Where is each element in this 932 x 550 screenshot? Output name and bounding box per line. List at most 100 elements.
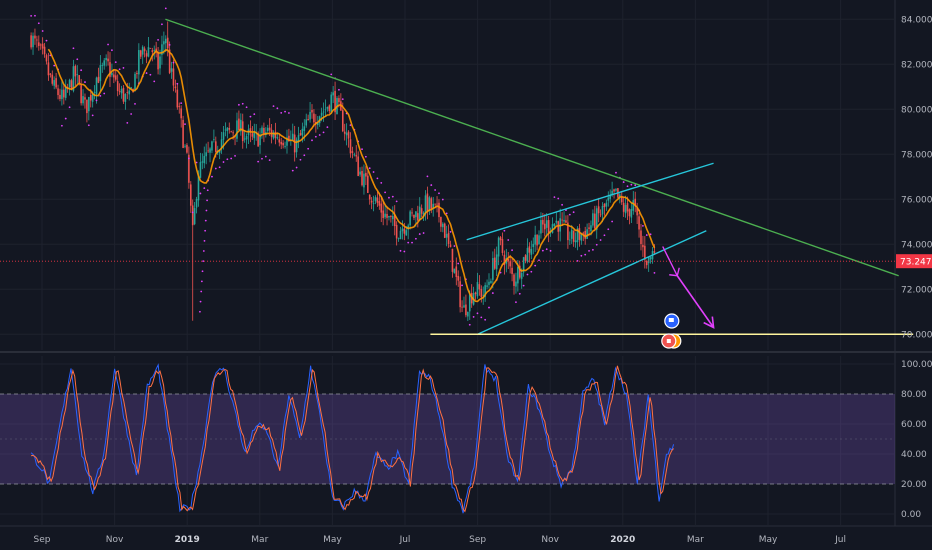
sar-dot xyxy=(68,106,71,109)
candle-body xyxy=(386,213,388,218)
sar-dot xyxy=(164,7,167,10)
sar-dot xyxy=(403,250,406,253)
candle-body xyxy=(397,238,400,240)
candle-body xyxy=(334,90,336,113)
candle-body xyxy=(76,74,79,75)
candle-body xyxy=(109,62,111,77)
sar-dot xyxy=(422,232,425,234)
candle-body xyxy=(553,223,556,226)
candle-body xyxy=(64,86,67,98)
candle-body xyxy=(588,227,590,229)
candle-body xyxy=(207,150,209,152)
sar-dot xyxy=(553,196,556,198)
candle-body xyxy=(507,258,510,262)
sar-dot xyxy=(399,249,402,252)
sar-dot xyxy=(576,259,579,262)
oscillator-tick-label: 60.00 xyxy=(901,420,927,430)
candle-body xyxy=(569,239,571,241)
candle-body xyxy=(253,132,256,139)
candle-body xyxy=(326,106,329,109)
candle-body xyxy=(540,220,542,234)
arrow-head[interactable] xyxy=(669,267,680,277)
sar-dot xyxy=(268,159,271,162)
candle-body xyxy=(82,96,84,104)
time-tick-label: May xyxy=(759,535,778,545)
candle-body xyxy=(39,44,42,46)
moving-average-line xyxy=(47,48,656,303)
sar-dot xyxy=(445,212,448,215)
candle-body xyxy=(330,94,333,113)
candle-body xyxy=(324,109,327,111)
sar-dot xyxy=(561,203,564,206)
candle-body xyxy=(93,92,96,93)
arrow-shaft[interactable] xyxy=(676,275,715,328)
sar-dot xyxy=(202,260,205,263)
candle-body xyxy=(493,257,496,269)
candle-body xyxy=(476,282,479,297)
candle-body xyxy=(653,251,656,253)
sar-dot xyxy=(203,239,206,242)
candle-body xyxy=(139,50,142,57)
candle-body xyxy=(424,195,427,215)
candle-body xyxy=(197,176,200,201)
candle-body xyxy=(151,50,154,52)
candle-body xyxy=(638,216,640,230)
trendline[interactable] xyxy=(165,18,899,277)
candle-body xyxy=(407,225,409,230)
candle-body xyxy=(303,126,306,131)
sar-dot xyxy=(204,219,207,222)
candle-body xyxy=(195,199,198,208)
candle-body xyxy=(409,211,411,226)
sar-dot xyxy=(388,196,390,199)
sar-dot xyxy=(206,199,208,202)
candle-body xyxy=(95,77,98,95)
sar-dot xyxy=(615,171,617,174)
sar-dot xyxy=(214,167,217,170)
candle-body xyxy=(249,128,252,133)
sar-dot xyxy=(161,23,163,26)
candle-body xyxy=(172,68,175,86)
price-tick-label: 72.000 xyxy=(901,285,932,295)
stochastic-series xyxy=(30,363,675,514)
candle-body xyxy=(599,214,602,216)
candle-body xyxy=(392,215,394,220)
candle-body xyxy=(80,85,82,104)
drawing-tools[interactable] xyxy=(165,18,914,335)
price-tick-label: 74.000 xyxy=(901,240,932,250)
event-badges[interactable] xyxy=(661,313,682,349)
trendline[interactable] xyxy=(466,162,714,241)
sar-dot xyxy=(545,248,548,251)
sar-dot xyxy=(476,312,479,315)
candle-body xyxy=(307,119,309,121)
flag-icon-shape xyxy=(668,318,674,322)
sar-dot xyxy=(264,155,267,158)
price-tick-label: 76.000 xyxy=(901,195,932,205)
candle-body xyxy=(578,228,581,240)
candle-body xyxy=(86,99,88,114)
sar-dot xyxy=(122,67,125,69)
axes: 73.247 84.000 82.000 80.000 78.000 76.000 74.0… xyxy=(0,15,932,545)
trendline[interactable] xyxy=(477,230,707,335)
candle-body xyxy=(547,220,550,233)
candle-body xyxy=(166,37,169,49)
sar-dot xyxy=(503,229,506,232)
time-tick-label: May xyxy=(323,535,342,545)
candle-body xyxy=(245,136,248,140)
candle-body xyxy=(630,208,633,218)
sar-dot xyxy=(588,249,590,252)
candle-body xyxy=(415,211,417,218)
sar-dot xyxy=(391,195,394,198)
candle-body xyxy=(295,139,298,153)
candle-body xyxy=(570,229,573,239)
sar-dot xyxy=(204,229,207,232)
candle-body xyxy=(276,137,279,139)
candle-body xyxy=(257,133,259,147)
candle-body xyxy=(55,78,57,88)
sar-dot xyxy=(41,30,44,32)
arrow-head[interactable] xyxy=(703,316,715,329)
last-price-label: 73.247 xyxy=(900,258,932,268)
candle-body xyxy=(422,212,425,216)
candle-body xyxy=(366,175,369,193)
